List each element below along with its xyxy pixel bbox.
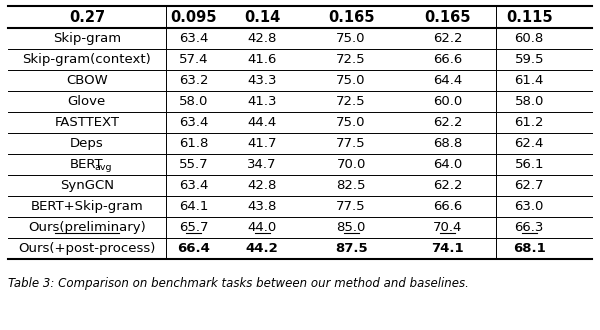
Text: Deps: Deps xyxy=(70,137,104,150)
Text: 0.14: 0.14 xyxy=(244,10,280,24)
Text: Ours(preliminary): Ours(preliminary) xyxy=(28,221,146,234)
Text: 70.4: 70.4 xyxy=(433,221,462,234)
Text: CBOW: CBOW xyxy=(66,74,108,87)
Text: 0.165: 0.165 xyxy=(328,10,374,24)
Text: 55.7: 55.7 xyxy=(179,158,208,171)
Text: 61.2: 61.2 xyxy=(514,116,544,129)
Text: 63.4: 63.4 xyxy=(179,116,208,129)
Text: 62.4: 62.4 xyxy=(515,137,544,150)
Text: 70.0: 70.0 xyxy=(337,158,366,171)
Text: 75.0: 75.0 xyxy=(337,116,366,129)
Text: 41.3: 41.3 xyxy=(247,95,277,108)
Text: 59.5: 59.5 xyxy=(514,53,544,66)
Text: 62.2: 62.2 xyxy=(433,179,462,192)
Text: 43.8: 43.8 xyxy=(247,200,277,213)
Text: 41.6: 41.6 xyxy=(247,53,277,66)
Text: FASTTEXT: FASTTEXT xyxy=(55,116,119,129)
Text: 85.0: 85.0 xyxy=(337,221,366,234)
Text: 62.2: 62.2 xyxy=(433,32,462,45)
Text: 66.3: 66.3 xyxy=(515,221,544,234)
Text: 82.5: 82.5 xyxy=(337,179,366,192)
Text: 0.165: 0.165 xyxy=(424,10,471,24)
Text: 68.8: 68.8 xyxy=(433,137,462,150)
Text: 57.4: 57.4 xyxy=(179,53,208,66)
Text: BERT+Skip-gram: BERT+Skip-gram xyxy=(31,200,143,213)
Text: Skip-gram(context): Skip-gram(context) xyxy=(22,53,151,66)
Text: 63.4: 63.4 xyxy=(179,179,208,192)
Text: 77.5: 77.5 xyxy=(336,200,366,213)
Text: 42.8: 42.8 xyxy=(247,32,277,45)
Text: 44.2: 44.2 xyxy=(245,242,278,255)
Text: 44.4: 44.4 xyxy=(247,116,277,129)
Text: 64.0: 64.0 xyxy=(433,158,462,171)
Text: 62.7: 62.7 xyxy=(514,179,544,192)
Text: 42.8: 42.8 xyxy=(247,179,277,192)
Text: Glove: Glove xyxy=(68,95,106,108)
Text: 63.4: 63.4 xyxy=(179,32,208,45)
Text: avg: avg xyxy=(95,163,112,173)
Text: 61.8: 61.8 xyxy=(179,137,208,150)
Text: 64.4: 64.4 xyxy=(433,74,462,87)
Text: 0.27: 0.27 xyxy=(69,10,105,24)
Text: 0.095: 0.095 xyxy=(170,10,217,24)
Text: 0.115: 0.115 xyxy=(506,10,553,24)
Text: SynGCN: SynGCN xyxy=(60,179,114,192)
Text: 74.1: 74.1 xyxy=(431,242,464,255)
Text: 60.8: 60.8 xyxy=(515,32,544,45)
Text: 43.3: 43.3 xyxy=(247,74,277,87)
Text: 66.6: 66.6 xyxy=(433,200,462,213)
Text: 60.0: 60.0 xyxy=(433,95,462,108)
Text: 63.2: 63.2 xyxy=(179,74,208,87)
Text: Table 3: Comparison on benchmark tasks between our method and baselines.: Table 3: Comparison on benchmark tasks b… xyxy=(8,277,469,290)
Text: 77.5: 77.5 xyxy=(336,137,366,150)
Text: 58.0: 58.0 xyxy=(179,95,208,108)
Text: 87.5: 87.5 xyxy=(335,242,367,255)
Text: 58.0: 58.0 xyxy=(515,95,544,108)
Text: Ours(+post-process): Ours(+post-process) xyxy=(18,242,155,255)
Text: 61.4: 61.4 xyxy=(515,74,544,87)
Text: 44.0: 44.0 xyxy=(247,221,277,234)
Text: 63.0: 63.0 xyxy=(515,200,544,213)
Text: 75.0: 75.0 xyxy=(337,32,366,45)
Text: 66.4: 66.4 xyxy=(177,242,210,255)
Text: 68.1: 68.1 xyxy=(513,242,545,255)
Text: 62.2: 62.2 xyxy=(433,116,462,129)
Text: 75.0: 75.0 xyxy=(337,74,366,87)
Text: 34.7: 34.7 xyxy=(247,158,277,171)
Text: 64.1: 64.1 xyxy=(179,200,208,213)
Text: Skip-gram: Skip-gram xyxy=(53,32,121,45)
Text: 56.1: 56.1 xyxy=(514,158,544,171)
Text: BERT: BERT xyxy=(70,158,104,171)
Text: 66.6: 66.6 xyxy=(433,53,462,66)
Text: 72.5: 72.5 xyxy=(336,53,366,66)
Text: 65.7: 65.7 xyxy=(179,221,208,234)
Text: 72.5: 72.5 xyxy=(336,95,366,108)
Text: 41.7: 41.7 xyxy=(247,137,277,150)
